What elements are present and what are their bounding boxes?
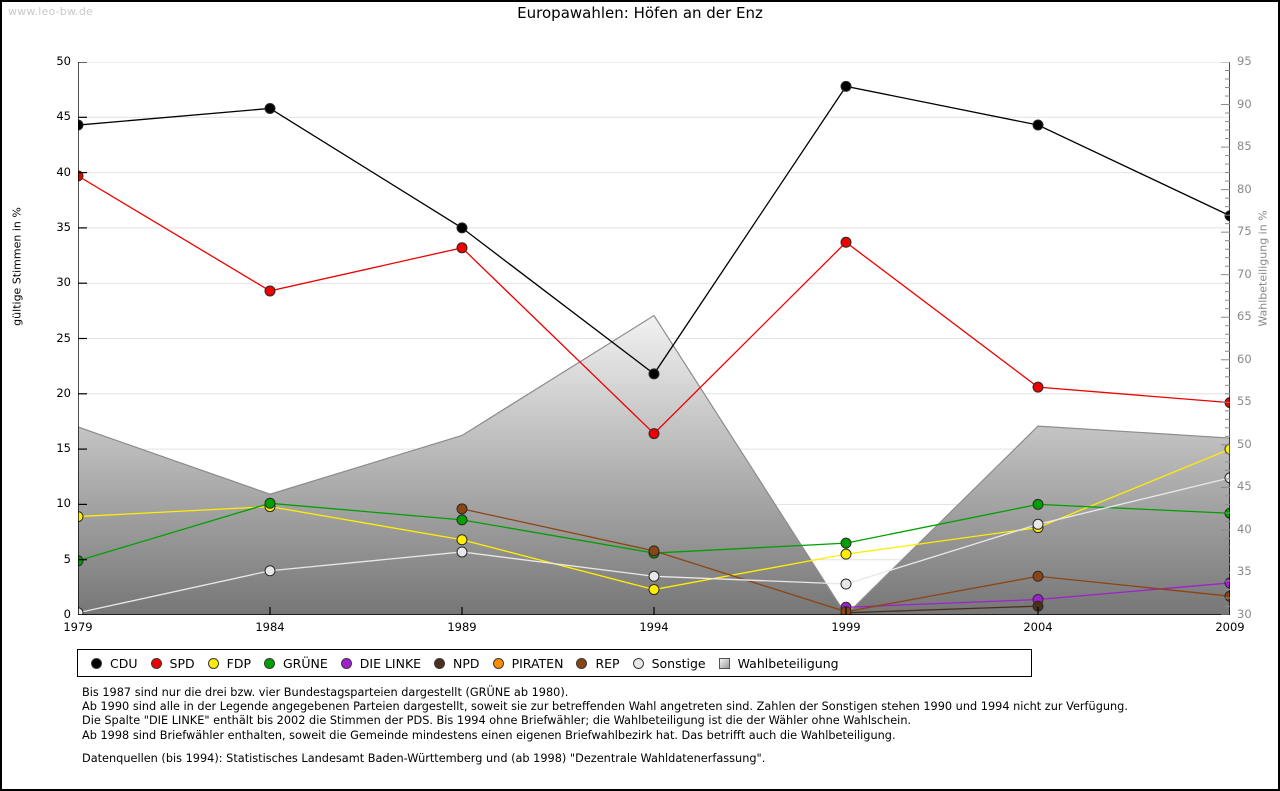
y-tick-left: 5 [63, 551, 71, 566]
y-tick-right: 30 [1237, 607, 1252, 621]
legend-label: CDU [110, 655, 138, 671]
y-tick-right: 80 [1237, 181, 1252, 196]
legend-dot-icon [576, 657, 588, 669]
legend-label: NPD [453, 655, 480, 671]
legend-label: Sonstige [651, 655, 706, 671]
legend-item-sonstige[interactable]: Sonstige [620, 650, 706, 676]
page-title: Europawahlen: Höfen an der Enz [517, 4, 763, 22]
y-tick-right: 55 [1237, 394, 1252, 409]
y-tick-left: 25 [56, 330, 71, 345]
y-tick-left: 45 [56, 109, 71, 124]
y-tick-right: 90 [1237, 96, 1252, 111]
x-tick: 1979 [63, 620, 93, 634]
y-tick-right: 70 [1237, 266, 1252, 281]
legend-label: REP [595, 655, 620, 671]
legend-item-wahlbeteiligung[interactable]: Wahlbeteiligung [706, 650, 839, 676]
y-tick-left: 40 [56, 164, 71, 179]
legend-dot-icon [263, 657, 275, 669]
y-tick-right: 75 [1237, 224, 1252, 239]
chart-notes: Bis 1987 sind nur die drei bzw. vier Bun… [82, 686, 1128, 743]
legend-item-grüne[interactable]: GRÜNE [251, 650, 328, 676]
y-tick-right: 65 [1237, 309, 1252, 324]
legend-dot-icon [492, 657, 504, 669]
y-axis-left-label: gültige Stimmen in % [10, 207, 24, 326]
legend-item-fdp[interactable]: FDP [195, 650, 251, 676]
legend-dot-icon [207, 657, 219, 669]
chart-legend: CDU SPD FDP GRÜNE DIE LINKE NPD PIRATEN REP Sons… [77, 649, 1032, 677]
legend-label: Wahlbeteiligung [737, 655, 839, 671]
note-line: Die Spalte "DIE LINKE" enthält bis 2002 … [82, 714, 912, 728]
x-tick: 1999 [831, 620, 861, 634]
note-line: Ab 1990 sind alle in der Legende angegeb… [82, 700, 1128, 714]
legend-dot-icon [340, 657, 352, 669]
legend-item-die-linke[interactable]: DIE LINKE [328, 650, 421, 676]
plot-area [78, 62, 1230, 615]
y-tick-right: 50 [1237, 436, 1252, 451]
legend-item-rep[interactable]: REP [563, 650, 620, 676]
legend-label: PIRATEN [511, 655, 564, 671]
y-tick-left: 20 [56, 385, 71, 400]
y-tick-right: 60 [1237, 351, 1252, 366]
y-tick-left: 0 [63, 607, 71, 621]
y-tick-left: 15 [56, 441, 71, 456]
legend-label: FDP [226, 655, 251, 671]
x-tick: 2004 [1023, 620, 1053, 634]
x-tick: 1984 [255, 620, 285, 634]
legend-label: SPD [169, 655, 195, 671]
legend-dot-icon [150, 657, 162, 669]
x-tick: 1989 [447, 620, 477, 634]
y-tick-left: 35 [56, 219, 71, 234]
watermark: www.leo-bw.de [8, 5, 94, 18]
legend-dot-icon [632, 657, 644, 669]
legend-square-icon [718, 657, 730, 669]
note-line: Ab 1998 sind Briefwähler enthalten, sowe… [82, 728, 896, 742]
legend-dot-icon [434, 657, 446, 669]
y-tick-right: 35 [1237, 564, 1252, 579]
legend-dot-icon [91, 657, 102, 669]
y-tick-left: 50 [56, 54, 71, 68]
y-tick-right: 45 [1237, 479, 1252, 494]
legend-item-cdu[interactable]: CDU [78, 650, 138, 676]
y-tick-right: 85 [1237, 139, 1252, 154]
y-tick-right: 40 [1237, 521, 1252, 536]
chart-svg [78, 62, 1230, 615]
legend-item-npd[interactable]: NPD [421, 650, 480, 676]
note-line: Bis 1987 sind nur die drei bzw. vier Bun… [82, 686, 569, 699]
legend-label: DIE LINKE [359, 655, 422, 671]
y-tick-left: 10 [56, 496, 71, 511]
x-tick: 2009 [1215, 620, 1245, 634]
x-tick: 1994 [639, 620, 669, 634]
legend-item-spd[interactable]: SPD [138, 650, 195, 676]
legend-label: GRÜNE [282, 655, 328, 671]
y-tick-left: 30 [56, 275, 71, 290]
y-tick-right: 95 [1237, 54, 1252, 68]
legend-item-piraten[interactable]: PIRATEN [480, 650, 564, 676]
data-source: Datenquellen (bis 1994): Statistisches L… [82, 752, 766, 765]
